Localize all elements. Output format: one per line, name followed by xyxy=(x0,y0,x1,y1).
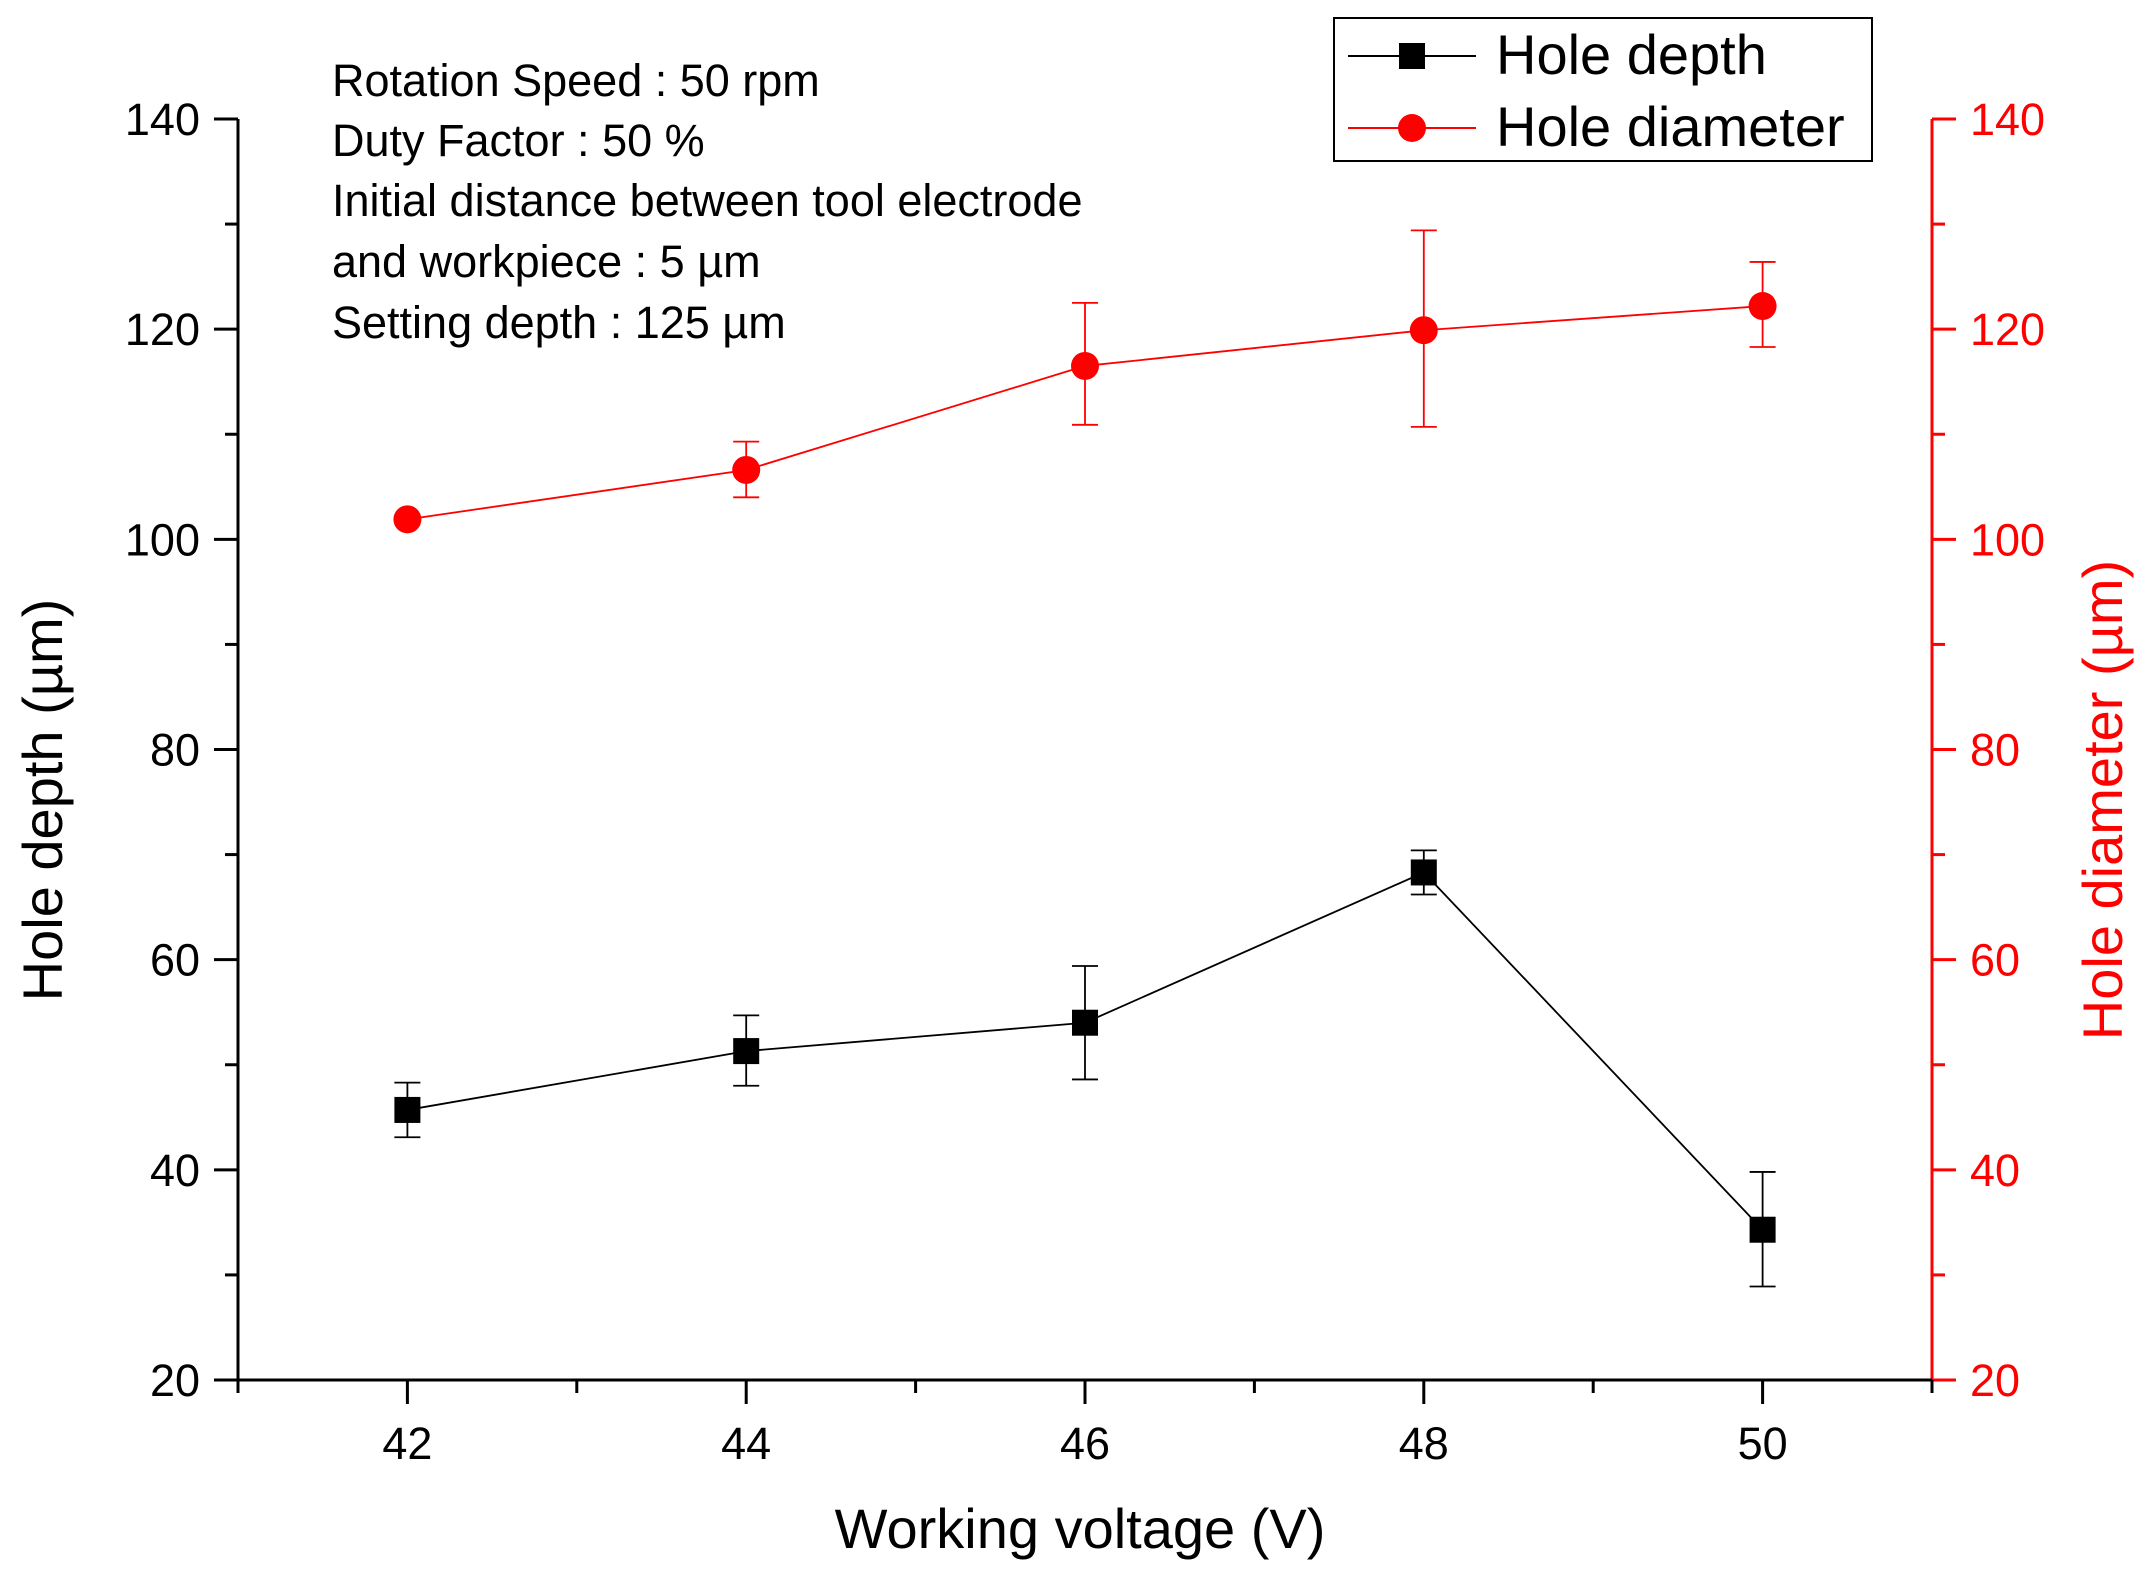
axes-group: 20 20 40 40 60 60 80 80 100 100 120 120 140 140 42 44 46… xyxy=(125,94,2045,1469)
x-axis-title: Working voltage (V) xyxy=(835,1497,1326,1560)
legend: Hole depth Hole diameter xyxy=(1333,17,1873,162)
right-y-tick-label: 80 xyxy=(1970,725,2020,776)
series-group xyxy=(393,229,1777,1288)
annotation-line: Duty Factor : 50 % xyxy=(332,115,705,166)
data-point-hole-depth xyxy=(394,1096,421,1123)
annotation-line: Rotation Speed : 50 rpm xyxy=(332,55,820,106)
annotation-line: and workpiece : 5 µm xyxy=(332,236,761,287)
data-point-hole-diameter xyxy=(732,455,761,484)
legend-square-marker xyxy=(1399,43,1425,69)
right-y-tick-label: 40 xyxy=(1970,1145,2020,1196)
right-y-tick-label: 100 xyxy=(1970,514,2045,565)
data-point-hole-diameter xyxy=(1409,316,1438,345)
x-tick-label: 46 xyxy=(1060,1418,1110,1469)
right-y-tick-label: 60 xyxy=(1970,935,2020,986)
annotation-block: Rotation Speed : 50 rpm Duty Factor : 50… xyxy=(332,55,1082,348)
data-point-hole-depth xyxy=(1749,1216,1776,1243)
left-y-tick-label: 80 xyxy=(150,725,200,776)
data-point-hole-diameter xyxy=(393,505,422,534)
right-y-axis-title: Hole diameter (µm) xyxy=(2071,560,2134,1040)
annotation-line: Initial distance between tool electrode xyxy=(332,175,1082,226)
legend-circle-marker xyxy=(1398,114,1426,142)
x-tick-label: 50 xyxy=(1738,1418,1788,1469)
right-y-tick-label: 20 xyxy=(1970,1355,2020,1406)
legend-label-hole-depth: Hole depth xyxy=(1496,23,1767,86)
axis-labels-group: Working voltage (V) Hole depth (µm) Hole… xyxy=(11,560,2134,1560)
data-point-hole-diameter xyxy=(1071,351,1099,380)
left-y-tick-label: 20 xyxy=(150,1355,200,1406)
left-y-tick-label: 40 xyxy=(150,1145,200,1196)
data-point-hole-depth xyxy=(1072,1009,1098,1036)
right-y-tick-label: 140 xyxy=(1970,94,2045,145)
data-point-hole-diameter xyxy=(1748,292,1777,321)
data-point-hole-depth xyxy=(1410,859,1437,886)
left-y-axis-title: Hole depth (µm) xyxy=(11,599,74,1002)
left-y-tick-label: 100 xyxy=(125,514,200,565)
x-tick-label: 44 xyxy=(721,1418,771,1469)
legend-label-hole-diameter: Hole diameter xyxy=(1496,95,1845,158)
left-y-tick-label: 140 xyxy=(125,94,200,145)
legend-box xyxy=(1333,17,1873,162)
data-point-hole-depth xyxy=(733,1038,760,1065)
left-y-tick-label: 60 xyxy=(150,935,200,986)
x-tick-label: 48 xyxy=(1399,1418,1449,1469)
left-y-tick-label: 120 xyxy=(125,304,200,355)
annotation-line: Setting depth : 125 µm xyxy=(332,297,786,348)
x-tick-label: 42 xyxy=(382,1418,432,1469)
right-y-tick-label: 120 xyxy=(1970,304,2045,355)
